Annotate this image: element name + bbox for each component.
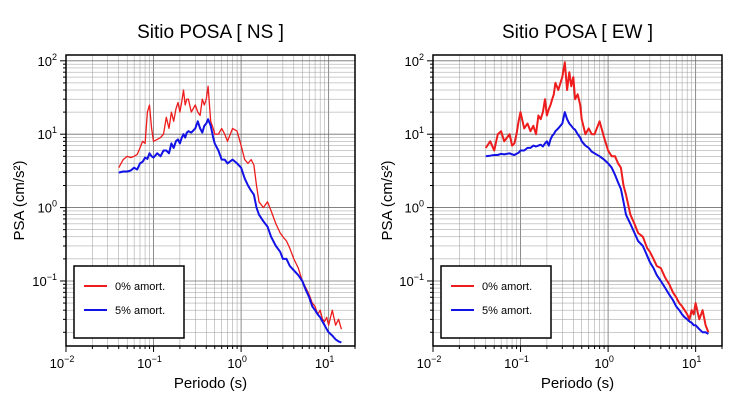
legend-box [73,265,185,339]
y-tick-label: 101 [38,125,57,142]
x-tick-label: 101 [315,354,334,371]
x-axis-label: Periodo (s) [541,375,614,392]
y-tick-label: 102 [38,52,57,69]
x-axis-label: Periodo (s) [174,375,247,392]
y-tick-label: 100 [405,199,424,216]
y-tick-label: 101 [405,125,424,142]
y-tick-label: 10−1 [32,272,57,289]
legend-label: 5% amort. [115,305,165,317]
chart-panel-1: 10−2 10−1 100 101 10−1 100 101 102 Sitio POSA [ … [379,22,723,392]
legend: 0% amort. 5% amort. [73,265,185,339]
y-tick-label: 100 [38,199,57,216]
x-tick-label: 101 [682,354,701,371]
y-tick-label: 10−1 [399,272,424,289]
legend-label: 5% amort. [482,305,532,317]
legend: 0% amort. 5% amort. [440,265,552,339]
chart-panel-0: 10−2 10−1 100 101 10−1 100 101 102 Sitio POSA [ … [11,22,356,392]
series-line-damped [485,111,709,335]
chart-title: Sitio POSA [ EW ] [502,22,653,43]
chart-title: Sitio POSA [ NS ] [137,22,284,43]
plot-frame [65,54,356,347]
y-axis-label: PSA (cm/s²) [11,160,28,240]
y-tick-label: 102 [405,52,424,69]
legend-label: 0% amort. [115,281,165,293]
x-tick-label: 10−2 [417,354,442,371]
y-axis-label: PSA (cm/s²) [379,160,396,240]
x-tick-label: 10−1 [137,354,162,371]
grid [65,55,356,346]
plot-frame [432,54,723,347]
series-line-damped [118,118,342,344]
legend-box [440,265,552,339]
legend-label: 0% amort. [482,281,532,293]
x-tick-label: 100 [594,354,613,371]
series-line-undamped [484,61,710,333]
x-tick-label: 10−1 [504,354,529,371]
x-tick-label: 100 [227,354,246,371]
x-tick-label: 10−2 [50,354,75,371]
